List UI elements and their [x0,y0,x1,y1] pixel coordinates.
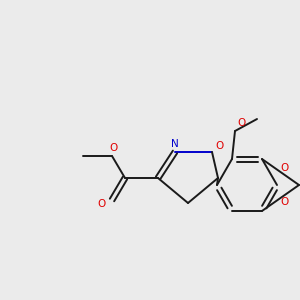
Text: O: O [98,199,106,209]
Text: O: O [216,141,224,151]
Text: O: O [280,163,289,173]
Text: N: N [171,139,179,149]
Text: O: O [110,143,118,153]
Text: O: O [237,118,245,128]
Text: O: O [280,197,289,207]
